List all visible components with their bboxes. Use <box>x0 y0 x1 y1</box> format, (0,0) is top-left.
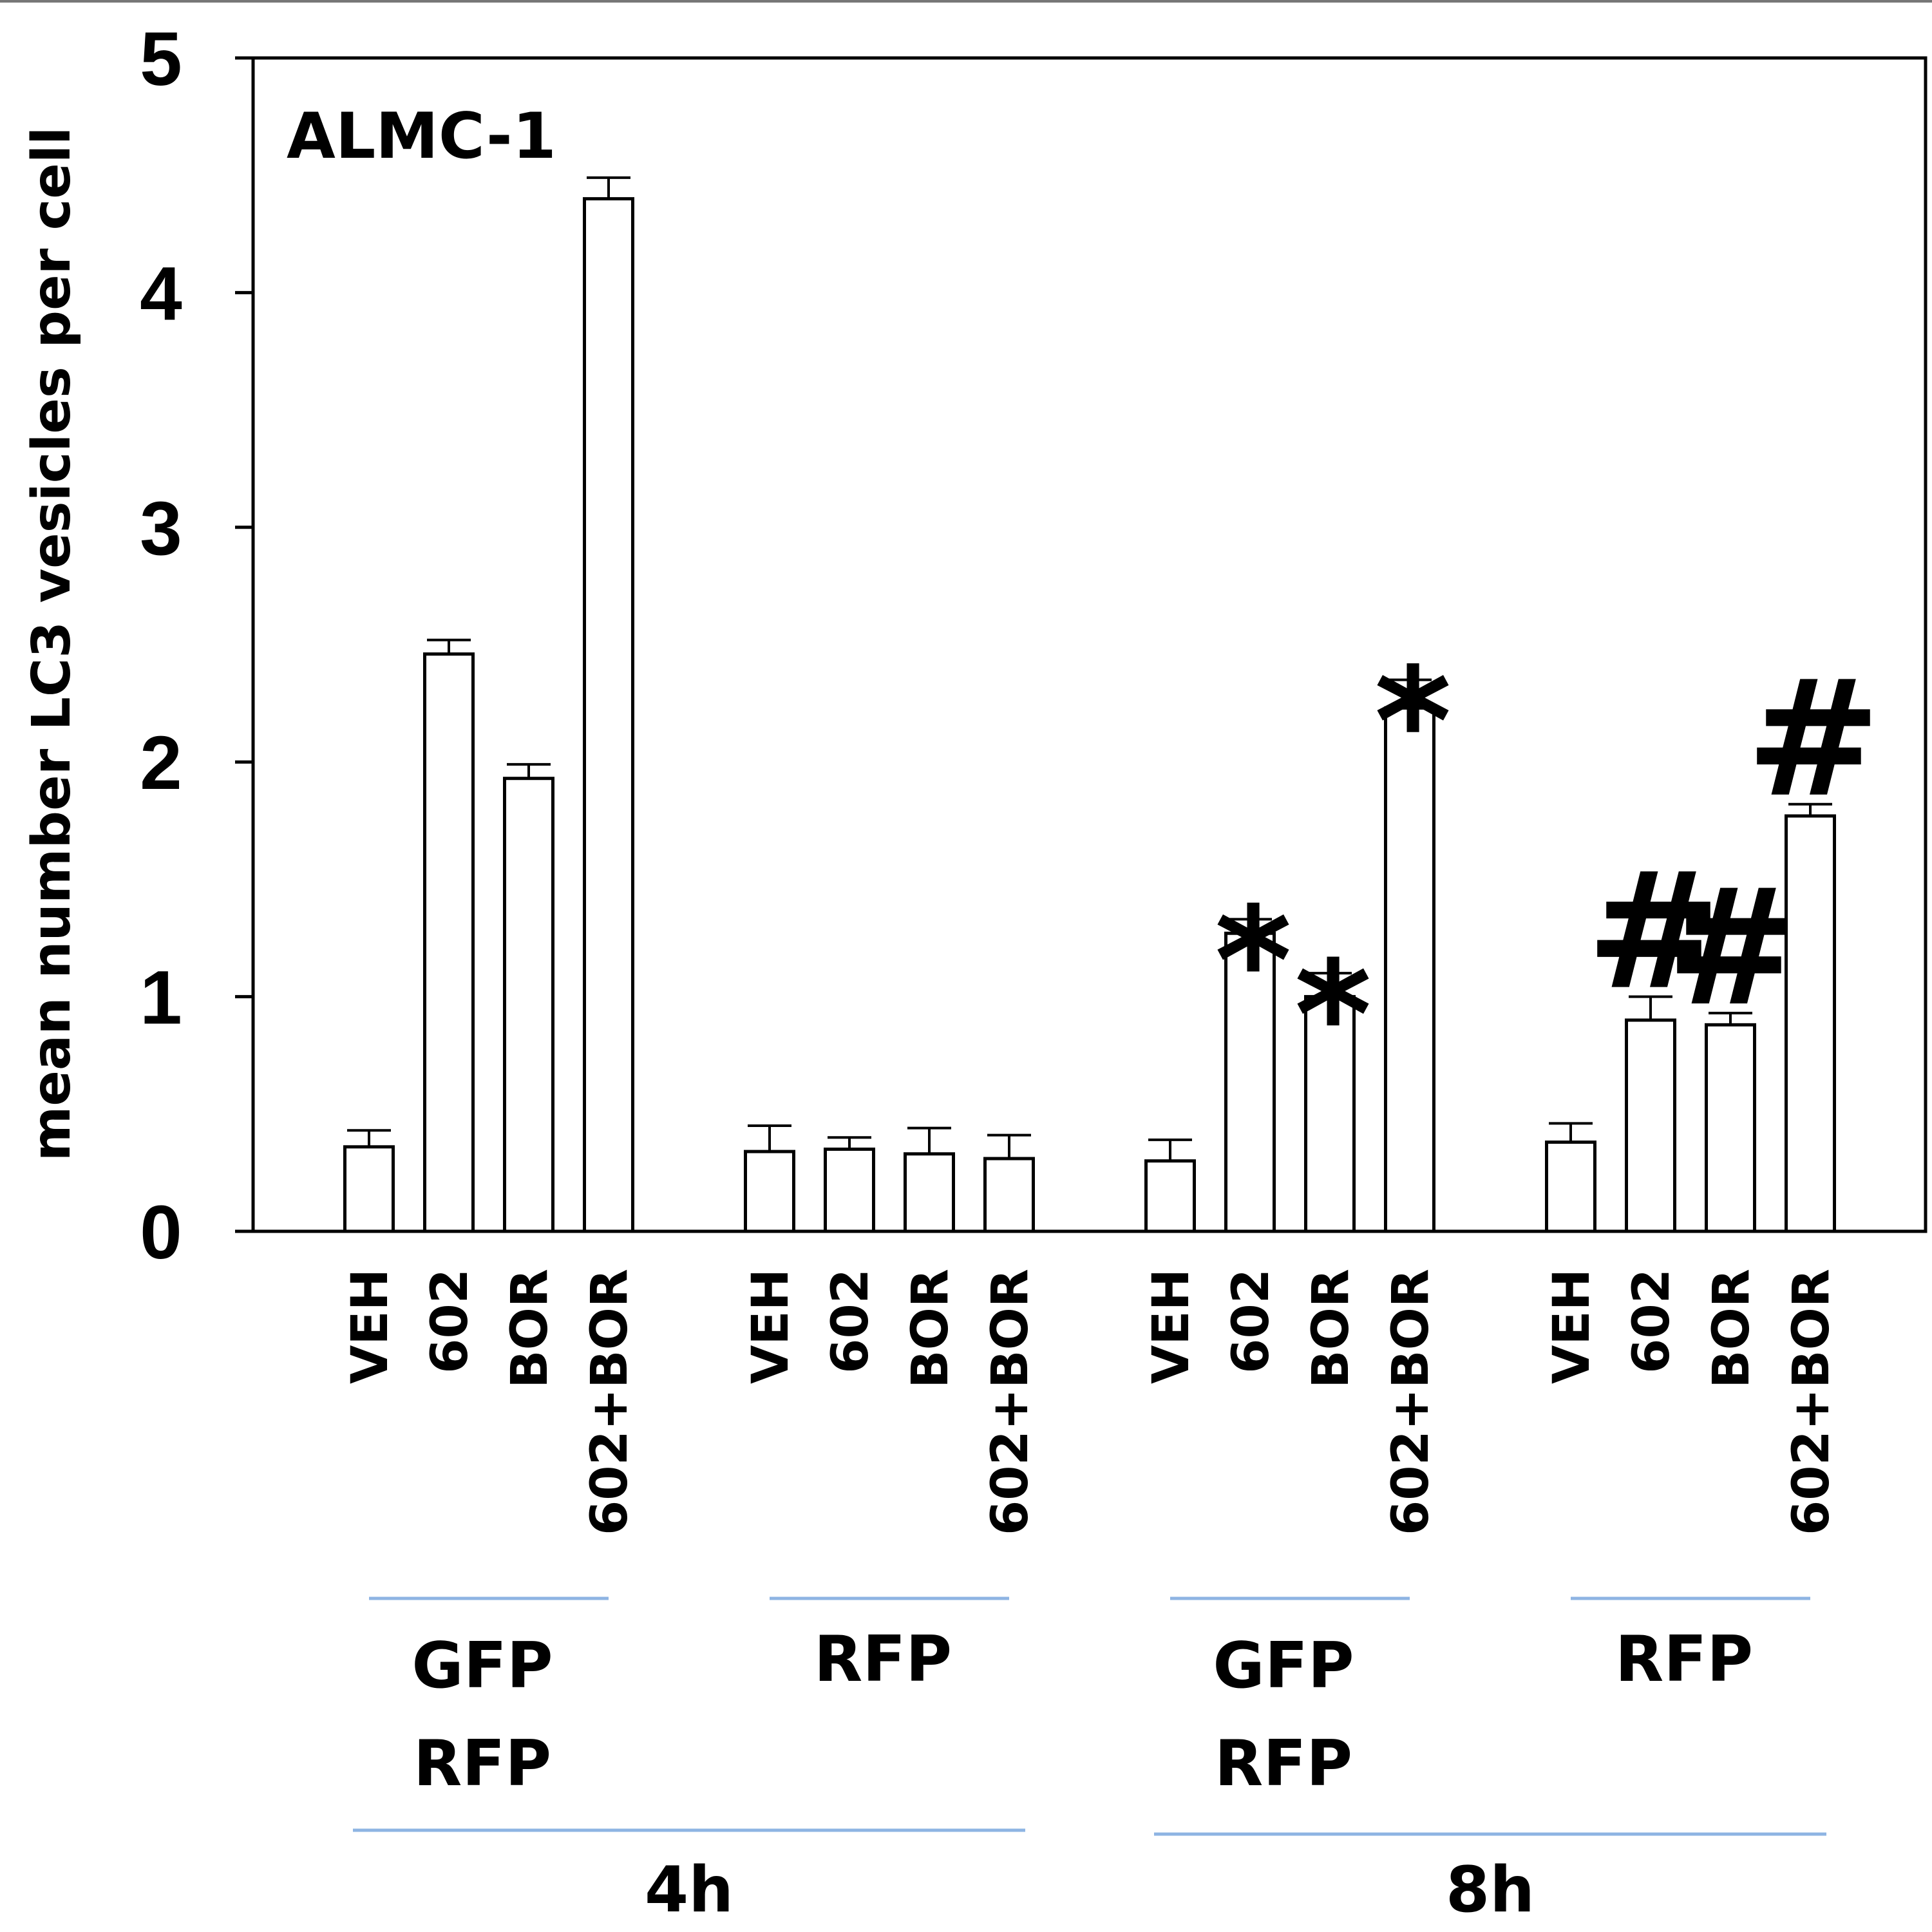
significance-hash: # <box>1746 645 1880 833</box>
x-category-label: BOR <box>1302 1269 1360 1388</box>
bar <box>1625 1018 1676 1233</box>
y-axis-title: mean number LC3 vesicles per cell <box>21 127 82 1161</box>
x-category-label: VEH <box>341 1269 399 1384</box>
y-tick-label: 3 <box>140 486 182 571</box>
bar <box>1144 1159 1196 1233</box>
x-axis-labels: VEH 602 BOR 602+BOR VEH 602 BOR 602+BOR VEH 602 BO… <box>341 1269 1841 1535</box>
y-tick-label: 4 <box>140 251 182 336</box>
x-category-label: 602 <box>1623 1269 1681 1374</box>
plot-frame <box>251 56 1927 1233</box>
bar <box>423 652 475 1233</box>
x-category-label: 602 <box>1222 1269 1280 1374</box>
significance-asterisk: * <box>1374 637 1452 809</box>
y-tick-label: 2 <box>140 721 182 806</box>
y-axis: 0 1 2 3 4 5 <box>140 17 253 1275</box>
group-labels: GFP RFP RFP GFP RFP RFP 4h 8h <box>353 1596 1826 1927</box>
x-category-label: 602+BOR <box>1783 1269 1841 1535</box>
bar <box>583 197 634 1233</box>
bar <box>343 1145 395 1233</box>
bar <box>904 1152 955 1233</box>
x-category-label: VEH <box>1142 1269 1200 1384</box>
reporter-label: RFP <box>814 1623 952 1696</box>
bars: * **### <box>343 176 1881 1233</box>
bar <box>503 777 554 1233</box>
bar <box>1785 814 1836 1233</box>
y-tick-label: 5 <box>140 17 182 102</box>
x-category-label: BOR <box>1703 1269 1761 1388</box>
x-category-label: 602+BOR <box>581 1269 639 1535</box>
y-tick-label: 1 <box>140 956 182 1041</box>
significance-hash: # <box>1666 854 1801 1041</box>
x-category-label: 602+BOR <box>981 1269 1039 1535</box>
y-tick-label: 0 <box>140 1190 182 1275</box>
reporter-label: RFP <box>1215 1727 1352 1801</box>
x-category-label: BOR <box>902 1269 960 1388</box>
bar <box>1384 706 1435 1233</box>
bar <box>983 1157 1035 1233</box>
significance-hash: # <box>1586 838 1721 1025</box>
bar <box>744 1150 795 1233</box>
bar <box>824 1147 875 1233</box>
significance-asterisk: * <box>1294 930 1372 1102</box>
reporter-label: GFP <box>412 1629 553 1703</box>
x-category-label: 602+BOR <box>1382 1269 1440 1535</box>
x-category-label: VEH <box>1543 1269 1601 1384</box>
x-category-label: VEH <box>742 1269 800 1384</box>
reporter-label: RFP <box>1615 1623 1753 1696</box>
time-label: 4h <box>645 1853 734 1927</box>
x-category-label: 602 <box>822 1269 880 1374</box>
x-category-label: 602 <box>421 1269 479 1374</box>
significance-asterisk: * <box>1215 876 1292 1048</box>
reporter-label: GFP <box>1213 1629 1354 1703</box>
bar <box>1545 1141 1596 1233</box>
time-label: 8h <box>1446 1853 1535 1927</box>
bar <box>1705 1023 1756 1233</box>
bar <box>1304 995 1356 1233</box>
x-category-label: BOR <box>501 1269 559 1388</box>
reporter-label: RFP <box>413 1727 551 1801</box>
panel-label: ALMC-1 <box>287 100 556 173</box>
bar <box>1224 931 1276 1233</box>
